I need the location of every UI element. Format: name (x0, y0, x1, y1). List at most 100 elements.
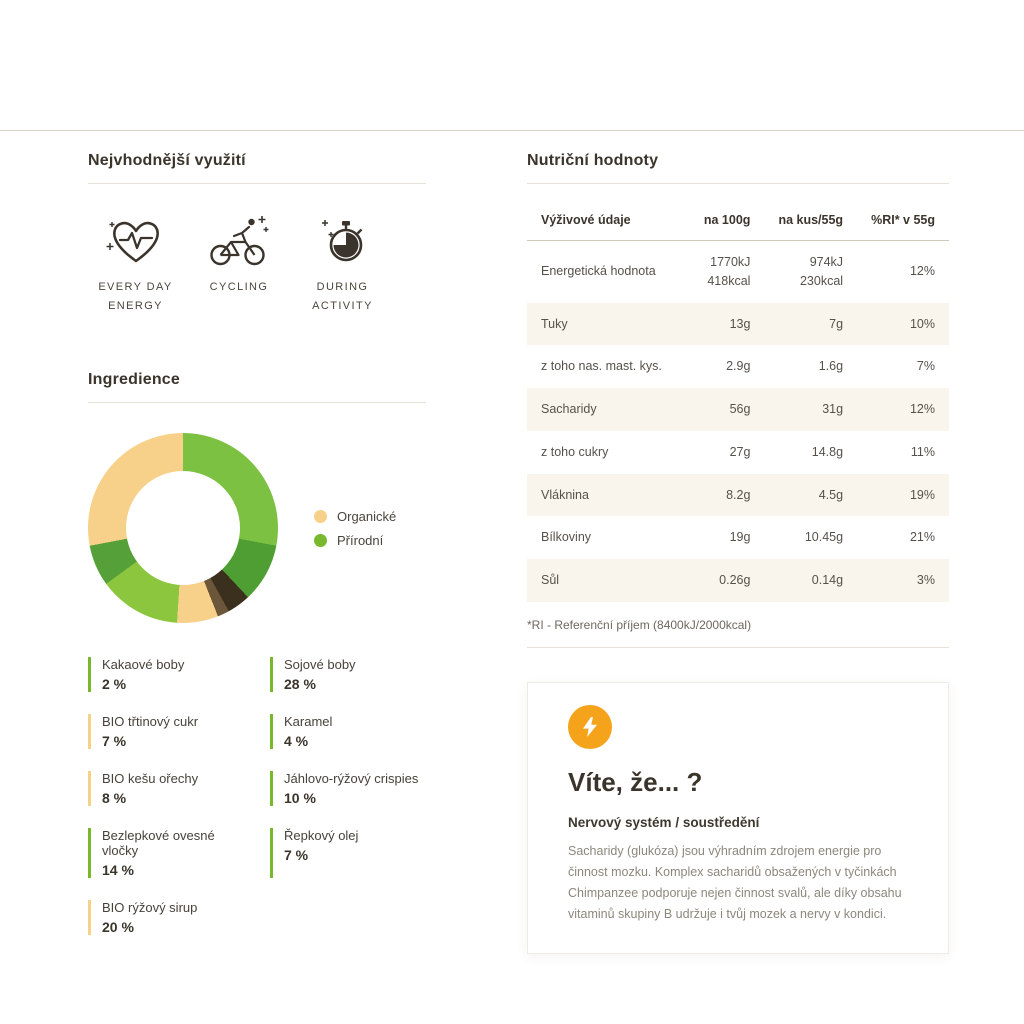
ingredient-percentage: 28 % (284, 676, 316, 693)
ingredients-list: Kakaové boby 2 % Sojové boby 28 % BIO tř… (88, 657, 426, 936)
table-cell: 56g (729, 402, 751, 416)
legend-item: Organické (314, 509, 396, 524)
ingredient-percentage: 7 % (102, 733, 127, 750)
ingredient-item: Sojové boby 28 % (270, 657, 426, 693)
ingredient-item: Karamel 4 % (270, 714, 426, 750)
ingredient-name: Karamel (284, 714, 333, 730)
heart-pulse-icon (106, 221, 159, 263)
ingredient-percentage: 20 % (102, 919, 134, 936)
table-row: Bílkoviny 19g 10.45g 21% (527, 516, 949, 559)
ingredient-item: Bezlepkové ovesné vločky 14 % (88, 828, 244, 879)
fact-card-title: Víte, že... ? (568, 766, 703, 797)
table-cell: 12% (909, 264, 935, 279)
table-cell: 19g (729, 530, 751, 545)
table-cell: 1770kJ 418kcal (707, 255, 751, 288)
table-row: z toho nas. mast. kys. 2.9g 1.6g 7% (527, 345, 949, 388)
ri-footnote: *RI - Referenční příjem (8400kJ/2000kcal… (527, 617, 752, 632)
ingredient-percentage: 8 % (102, 790, 127, 807)
ingredient-item: Řepkový olej 7 % (270, 828, 426, 879)
ingredient-percentage: 14 % (102, 862, 134, 879)
ingredient-name: BIO kešu ořechy (102, 771, 199, 787)
table-row: z toho cukry 27g 14.8g 11% (527, 431, 949, 474)
table-cell: 0.26g (719, 573, 751, 587)
table-cell: 7% (916, 359, 935, 374)
legend-item: Přírodní (314, 533, 396, 548)
lightning-icon (583, 716, 597, 737)
table-cell: Sůl (541, 573, 560, 587)
ingredient-name: BIO rýžový sirup (102, 900, 198, 916)
table-cell: 10% (909, 316, 935, 331)
fact-card-body: Sacharidy (glukóza) jsou výhradním zdroj… (568, 843, 902, 921)
table-row: Sacharidy 56g 31g 12% (527, 388, 949, 431)
ingredient-item: BIO rýžový sirup 20 % (88, 900, 244, 936)
table-cell: 13g (729, 316, 751, 331)
nutrition-table: Výživové údaje na 100g na kus/55g %RI* v 55… (527, 200, 949, 602)
table-cell: 10.45g (804, 530, 844, 545)
usage-label: DURING ACTIVITY (312, 281, 373, 312)
ingredient-name: Sojové boby (284, 657, 356, 673)
ingredient-percentage: 4 % (284, 733, 309, 750)
table-cell: 7g (829, 316, 844, 331)
cycling-icon (210, 216, 269, 266)
table-cell: Energetická hodnota (541, 264, 656, 279)
table-cell: 2.9g (726, 359, 751, 374)
usage-section-title: Nejvhodnější využití (88, 152, 426, 184)
chart-legend: Organické Přírodní (314, 500, 396, 557)
table-cell: 0.14g (811, 573, 844, 587)
stopwatch-icon (321, 220, 362, 262)
table-cell: 974kJ 230kcal (799, 255, 844, 288)
ingredient-percentage: 7 % (284, 847, 309, 864)
ingredient-name: BIO třtinový cukr (102, 714, 199, 730)
table-cell: 31g (822, 402, 844, 416)
table-cell: 8.2g (726, 487, 751, 502)
fact-card: Víte, že... ? Nervový systém / soustředě… (527, 681, 949, 954)
legend-label: Organické (337, 508, 397, 524)
ingredient-name: Jáhlovo-rýžový crispies (284, 771, 419, 787)
table-cell: Vláknina (541, 487, 589, 502)
column-header: na 100g (682, 200, 765, 241)
nutrition-section-title: Nutriční hodnoty (527, 152, 949, 184)
usage-label: EVERY DAY ENERGY (98, 281, 173, 312)
legend-color-dot (314, 509, 327, 523)
fact-card-subtitle: Nervový systém / soustředění (568, 814, 760, 830)
ingredient-item: Kakaové boby 2 % (88, 657, 244, 693)
ingredient-name: Kakaové boby (102, 657, 185, 673)
column-header: na kus/55g (764, 200, 858, 241)
ingredients-section-title: Ingredience (88, 371, 426, 404)
usage-icons-row: EVERY DAY ENERGY CYCLING (88, 212, 426, 315)
column-header: Výživové údaje (527, 200, 683, 241)
right-column: Nutriční hodnoty Výživové údaje na 100g na… (527, 152, 949, 954)
table-cell: 21% (909, 530, 935, 545)
table-cell: 3% (916, 573, 935, 587)
column-header: %RI* v 55g (857, 200, 949, 241)
usage-item-cycling: CYCLING (207, 212, 271, 297)
table-cell: 1.6g (818, 359, 844, 374)
table-cell: 14.8g (811, 444, 844, 459)
ingredient-name: Řepkový olej (284, 828, 359, 844)
lightning-icon-badge (568, 704, 612, 749)
usage-item-during-activity: DURING ACTIVITY (295, 212, 390, 315)
ingredients-donut (88, 433, 278, 624)
legend-label: Přírodní (337, 532, 384, 548)
table-row: Vláknina 8.2g 4.5g 19% (527, 473, 949, 517)
table-cell: Sacharidy (541, 402, 597, 416)
ingredient-item: Jáhlovo-rýžový crispies 10 % (270, 771, 426, 807)
usage-label: CYCLING (209, 281, 269, 293)
table-row: Energetická hodnota 1770kJ 418kcal 974kJ 2… (527, 241, 949, 303)
table-cell: 19% (909, 487, 935, 502)
ingredient-item: BIO třtinový cukr 7 % (88, 714, 244, 750)
table-row: Sůl 0.26g 0.14g 3% (527, 559, 949, 602)
legend-color-dot (314, 533, 327, 547)
ingredient-name: Bezlepkové ovesné vločky (102, 828, 215, 859)
left-column: Nejvhodnější využití EVERY DAY ENERGY (88, 152, 426, 936)
top-divider (0, 130, 1024, 131)
table-cell: Bílkoviny (541, 530, 592, 545)
nutrition-divider (527, 646, 949, 648)
table-cell: 12% (909, 402, 935, 416)
table-cell: z toho nas. mast. kys. (541, 359, 662, 374)
donut-hole (126, 471, 240, 586)
usage-item-every-day-energy: EVERY DAY ENERGY (88, 212, 183, 315)
ingredients-chart-row: Organické Přírodní (88, 433, 426, 624)
table-header-row: Výživové údaje na 100g na kus/55g %RI* v 55… (527, 200, 949, 241)
